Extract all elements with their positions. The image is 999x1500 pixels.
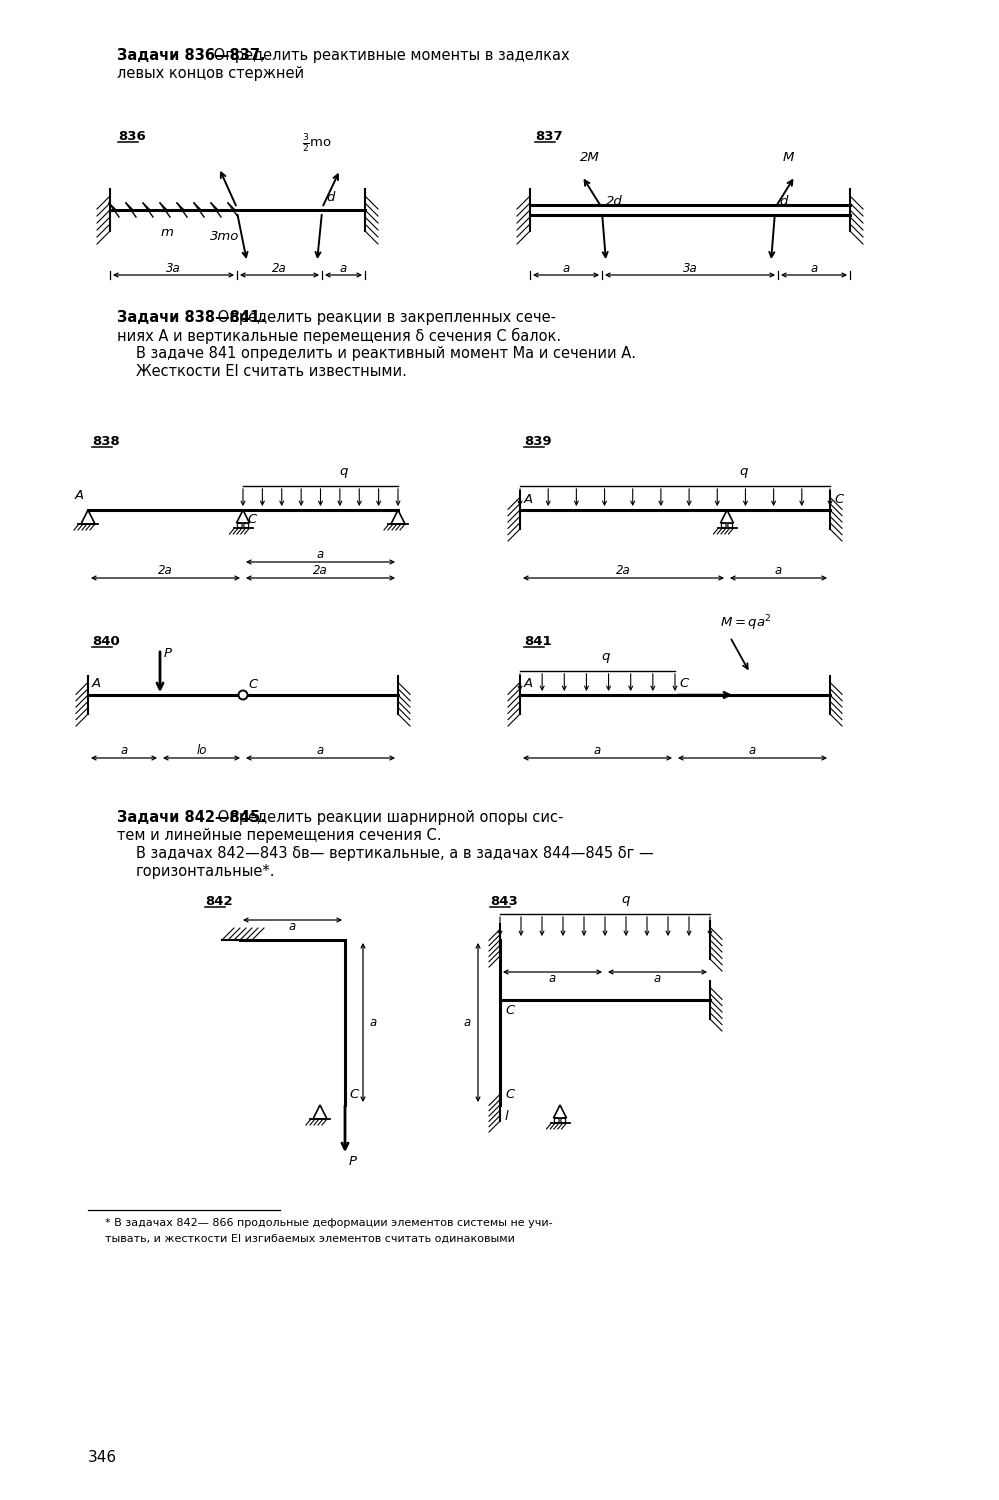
Text: 836: 836 — [118, 130, 146, 142]
Text: 2a: 2a — [158, 564, 173, 578]
Text: a: a — [464, 1016, 471, 1029]
Text: a: a — [810, 261, 817, 274]
Text: A: A — [75, 489, 84, 502]
Text: 2a: 2a — [313, 564, 328, 578]
Text: a: a — [340, 261, 347, 274]
Text: d: d — [779, 195, 787, 208]
Text: A: A — [524, 494, 533, 506]
Text: Жесткости ЕІ считать известными.: Жесткости ЕІ считать известными. — [136, 364, 407, 380]
Text: 2a: 2a — [272, 261, 287, 274]
Text: 3mo: 3mo — [211, 230, 240, 243]
Text: C: C — [505, 1088, 514, 1101]
Text: q: q — [739, 465, 747, 478]
Text: 3a: 3a — [682, 261, 697, 274]
Text: 2M: 2M — [580, 152, 599, 164]
Text: левых концов стержней: левых концов стержней — [117, 66, 304, 81]
Text: a: a — [749, 744, 756, 758]
Text: a: a — [654, 972, 661, 986]
Text: m: m — [161, 226, 174, 238]
Text: d: d — [326, 190, 335, 204]
Text: Определить реактивные моменты в заделках: Определить реактивные моменты в заделках — [209, 48, 569, 63]
Text: a: a — [289, 921, 296, 933]
Text: 346: 346 — [88, 1450, 117, 1466]
Text: Задачи 838—841.: Задачи 838—841. — [117, 310, 266, 326]
Text: В задаче 841 определить и реактивный момент Ма и сечении А.: В задаче 841 определить и реактивный мом… — [136, 346, 636, 362]
Text: $\frac{3}{2}$mo: $\frac{3}{2}$mo — [302, 134, 332, 154]
Text: В задачах 842—843 δв— вертикальные, а в задачах 844—845 δг —: В задачах 842—843 δв— вертикальные, а в … — [136, 846, 653, 861]
Text: $M=qa^2$: $M=qa^2$ — [720, 614, 771, 633]
Text: a: a — [370, 1016, 378, 1029]
Text: C: C — [349, 1088, 359, 1101]
Text: a: a — [317, 549, 324, 561]
Text: 838: 838 — [92, 435, 120, 448]
Text: M: M — [783, 152, 794, 164]
Text: 839: 839 — [524, 435, 551, 448]
Text: P: P — [349, 1155, 357, 1168]
Text: C: C — [248, 678, 258, 692]
Text: l: l — [505, 1110, 508, 1124]
Text: A: A — [92, 676, 101, 690]
Text: * В задачах 842— 866 продольные деформации элементов системы не учи-: * В задачах 842— 866 продольные деформац… — [105, 1218, 552, 1228]
Text: C: C — [834, 494, 843, 506]
Text: a: a — [548, 972, 556, 986]
Text: Определить реакции шарнирной опоры сис-: Определить реакции шарнирной опоры сис- — [213, 810, 563, 825]
Text: a: a — [593, 744, 601, 758]
Text: 2d: 2d — [606, 195, 622, 208]
Text: a: a — [120, 744, 128, 758]
Text: Определить реакции в закрепленных сече-: Определить реакции в закрепленных сече- — [213, 310, 556, 326]
Text: 842: 842 — [205, 896, 233, 908]
Text: 837: 837 — [535, 130, 562, 142]
Text: A: A — [524, 676, 533, 690]
Text: горизонтальные*.: горизонтальные*. — [136, 864, 276, 879]
Text: тывать, и жесткости ЕІ изгибаемых элементов считать одинаковыми: тывать, и жесткости ЕІ изгибаемых элемен… — [105, 1234, 514, 1244]
Text: C: C — [505, 1004, 514, 1017]
Text: a: a — [317, 744, 324, 758]
Text: 3a: 3a — [166, 261, 181, 274]
Text: 2a: 2a — [616, 564, 631, 578]
Text: Задачи 836—837.: Задачи 836—837. — [117, 48, 266, 63]
Text: C: C — [679, 676, 688, 690]
Text: q: q — [621, 892, 630, 906]
Text: q: q — [601, 650, 609, 663]
Text: C: C — [247, 513, 257, 526]
Text: тем и линейные перемещения сечения С.: тем и линейные перемещения сечения С. — [117, 828, 442, 843]
Text: Задачи 842—845.: Задачи 842—845. — [117, 810, 266, 825]
Text: a: a — [775, 564, 782, 578]
Text: lo: lo — [196, 744, 207, 758]
Circle shape — [239, 690, 248, 699]
Text: P: P — [164, 646, 172, 660]
Text: a: a — [562, 261, 569, 274]
Text: 841: 841 — [524, 634, 551, 648]
Text: q: q — [340, 465, 348, 478]
Text: ниях А и вертикальные перемещения δ сечения С балок.: ниях А и вертикальные перемещения δ сече… — [117, 328, 561, 344]
Text: 840: 840 — [92, 634, 120, 648]
Text: 843: 843 — [490, 896, 517, 908]
